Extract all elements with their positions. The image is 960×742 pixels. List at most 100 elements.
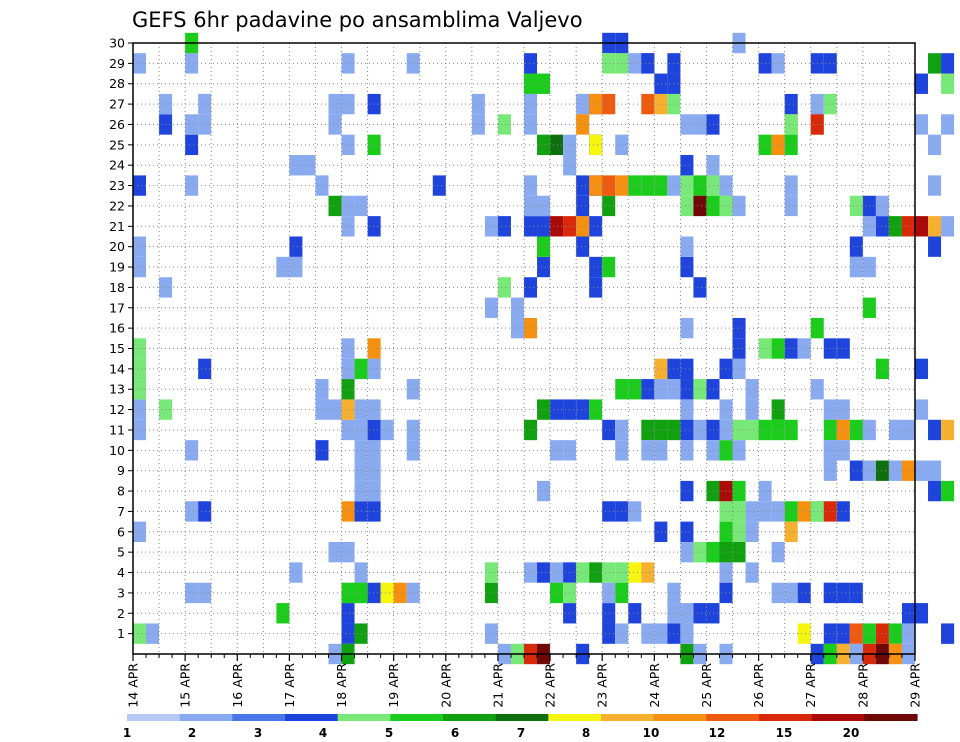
colorbar-swatch — [127, 714, 181, 721]
colorbar-label: 12 — [709, 726, 726, 740]
heat-cell — [915, 216, 929, 237]
heat-cell — [537, 480, 551, 502]
y-tick-label: 22 — [109, 198, 125, 213]
heat-cell — [706, 195, 720, 217]
heat-cell — [654, 419, 668, 441]
heat-cell — [641, 93, 655, 115]
heat-cell — [693, 379, 707, 400]
heat-cell — [771, 419, 785, 441]
y-tick-label: 10 — [109, 443, 125, 458]
colorbar-label: 4 — [319, 726, 327, 740]
heat-cell — [849, 236, 863, 257]
heat-cell — [915, 73, 929, 94]
colorbar-swatch — [653, 714, 707, 721]
heat-cell — [550, 134, 564, 156]
heat-cell — [484, 562, 498, 583]
heat-cell — [367, 358, 381, 380]
x-tick-label: 19 APR — [386, 663, 401, 708]
heat-cell — [484, 582, 498, 604]
heat-cell — [797, 501, 811, 522]
heat-cell — [341, 358, 355, 380]
y-tick-label: 20 — [109, 239, 125, 254]
heat-cell — [745, 399, 759, 420]
heat-cell — [732, 317, 746, 339]
heat-cell — [901, 460, 915, 481]
heat-cell — [589, 277, 603, 298]
colorbar-swatch — [864, 714, 918, 721]
heat-cell — [133, 521, 147, 542]
heat-cell — [654, 358, 668, 380]
heat-cell — [576, 236, 590, 257]
heat-cell — [901, 419, 915, 441]
heat-cell — [133, 53, 147, 74]
chart-title: GEFS 6hr padavine po ansamblima Valjevo — [132, 8, 583, 32]
heat-cell — [706, 480, 720, 502]
heat-cell — [537, 134, 551, 156]
heat-cell — [680, 358, 694, 380]
heat-cell — [654, 521, 668, 542]
y-tick-label: 28 — [109, 76, 125, 91]
heat-cell — [524, 562, 538, 583]
heat-cell — [719, 521, 733, 542]
heat-cell — [680, 480, 694, 502]
heat-cell — [706, 603, 720, 624]
heat-cell — [341, 379, 355, 400]
y-tick-label: 18 — [109, 280, 125, 295]
heat-cell — [602, 53, 616, 74]
heat-cell — [732, 501, 746, 522]
heat-cell — [693, 603, 707, 624]
heat-cell — [836, 582, 850, 604]
heat-cell — [654, 93, 668, 115]
heat-cell — [576, 195, 590, 217]
y-axis: 1234567891011121314151617181920212223242… — [109, 36, 133, 641]
heat-cell — [367, 582, 381, 604]
colorbar-swatch — [759, 714, 813, 721]
heat-cell — [771, 399, 785, 420]
heat-cell — [680, 317, 694, 339]
heat-cell — [941, 480, 955, 502]
heat-cell — [367, 134, 381, 156]
heat-cell — [680, 419, 694, 441]
heat-cell — [784, 195, 798, 217]
heat-cell — [328, 541, 342, 563]
heat-cell — [745, 379, 759, 400]
colorbar-label: 7 — [517, 726, 525, 740]
heat-cell — [706, 440, 720, 461]
heat-cell — [693, 114, 707, 135]
heat-cell — [823, 399, 837, 420]
heat-cell — [289, 256, 303, 278]
heat-cell — [628, 53, 642, 74]
heat-cell — [836, 501, 850, 522]
heat-cell — [198, 582, 212, 604]
colorbar-label: 20 — [843, 726, 860, 740]
x-tick-label: 21 APR — [490, 663, 505, 708]
heat-cell — [915, 114, 929, 135]
heat-cell — [537, 562, 551, 583]
heat-cell — [823, 440, 837, 461]
heat-cell — [641, 379, 655, 400]
heat-cell — [524, 216, 538, 237]
colorbar-label: 5 — [385, 726, 393, 740]
heat-cell — [185, 175, 199, 196]
x-tick-label: 27 APR — [803, 663, 818, 708]
heat-cell — [641, 623, 655, 644]
heat-cell — [524, 73, 538, 94]
heat-cell — [915, 603, 929, 624]
x-tick-label: 15 APR — [178, 663, 193, 708]
heat-cell — [719, 399, 733, 420]
heat-cell — [576, 114, 590, 135]
colorbar-swatch — [495, 714, 549, 721]
x-tick-label: 17 APR — [282, 663, 297, 708]
heat-cell — [915, 460, 929, 481]
heat-cell — [341, 623, 355, 644]
heat-cell — [341, 216, 355, 237]
heat-cell — [589, 93, 603, 115]
heat-cell — [341, 541, 355, 563]
heat-cell — [719, 541, 733, 563]
y-tick-label: 6 — [117, 524, 125, 539]
heat-cell — [875, 195, 889, 217]
heat-cell — [198, 114, 212, 135]
heat-cell — [680, 399, 694, 420]
colorbar-label: 8 — [582, 726, 590, 740]
heat-cell — [550, 582, 564, 604]
